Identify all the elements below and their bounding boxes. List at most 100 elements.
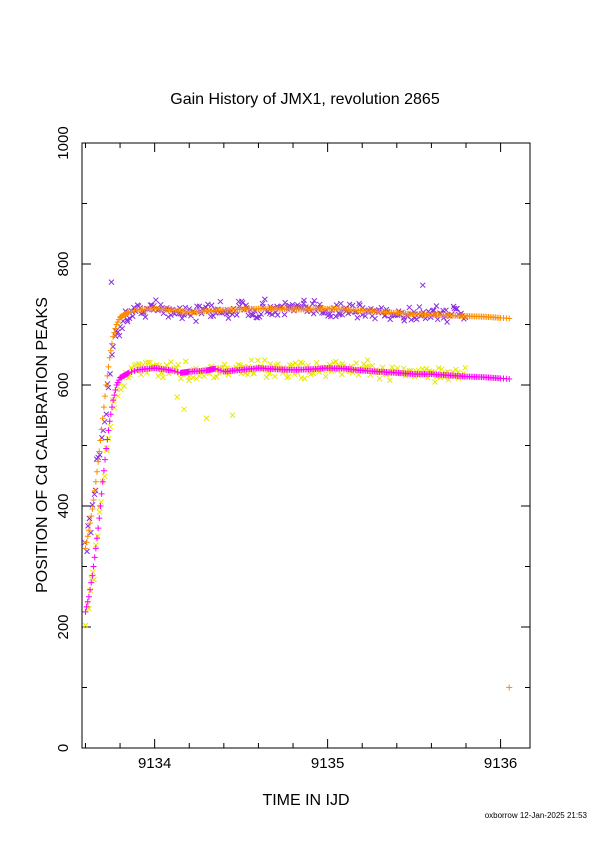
- series-2-point: [364, 357, 371, 363]
- series-3-point: [108, 340, 115, 347]
- series-1-point: [346, 301, 353, 308]
- series-3-point: [106, 354, 113, 361]
- x-tick-label: 9134: [138, 755, 171, 772]
- y-tick-label: 1000: [55, 126, 72, 159]
- series-1-point: [339, 311, 346, 318]
- series-4-point: [217, 367, 224, 374]
- data-marks: [81, 279, 513, 691]
- series-2-point: [248, 357, 255, 364]
- series-2-point: [339, 371, 345, 378]
- series-4-point: [92, 545, 99, 552]
- series-3-point: [102, 393, 109, 400]
- y-tick-label: 400: [55, 493, 72, 518]
- series-2-point: [267, 361, 274, 367]
- series-2-point: [439, 371, 446, 378]
- series-3-point: [93, 468, 100, 475]
- series-1-point: [126, 315, 133, 322]
- series-1-point: [269, 311, 275, 318]
- series-2-point: [301, 375, 308, 382]
- series-2-point: [144, 370, 150, 376]
- series-2-point: [156, 363, 163, 369]
- series-3-point: [506, 315, 513, 322]
- series-4-point: [103, 445, 110, 452]
- series-3-point: [89, 506, 96, 513]
- series-2-point: [251, 370, 257, 377]
- series-3-point-outlier: [506, 684, 513, 691]
- series-1-point: [401, 317, 408, 324]
- series-1-point: [217, 298, 224, 305]
- series-2-point: [121, 383, 128, 389]
- series-2-point: [266, 370, 273, 377]
- series-2-point: [275, 361, 281, 367]
- series-2-point: [322, 373, 329, 380]
- series-1-point: [176, 305, 183, 311]
- series-4-point: [105, 427, 112, 434]
- series-2-point: [178, 375, 184, 382]
- series-2-point: [289, 362, 296, 368]
- series-4-point: [97, 503, 104, 509]
- series-1-point: [443, 307, 449, 314]
- series-2-point: [272, 373, 278, 380]
- series-1-point: [413, 316, 420, 323]
- axis-ticks: [82, 142, 530, 749]
- y-tick-label: 800: [55, 251, 72, 276]
- series-1-point: [274, 312, 281, 318]
- series-3-point: [103, 382, 110, 388]
- series-1-point: [256, 314, 263, 320]
- series-4-point: [98, 490, 105, 497]
- series-3-point: [91, 487, 98, 494]
- series-4-point: [168, 367, 175, 374]
- series-3-point: [100, 404, 107, 411]
- series-2-point: [111, 404, 118, 411]
- plot-frame: [81, 142, 531, 749]
- series-1-point: [408, 316, 415, 323]
- series-2-point: [263, 374, 270, 381]
- series-1-point: [103, 411, 110, 418]
- series-1-point: [416, 304, 423, 310]
- series-2-point: [376, 375, 383, 382]
- series-4-point: [110, 397, 117, 404]
- series-4-point: [106, 418, 113, 425]
- series-3-point: [90, 496, 97, 503]
- series-3-point: [99, 415, 106, 422]
- series-4-point: [171, 368, 178, 375]
- series-1-point: [131, 304, 137, 311]
- y-tick-label: 200: [55, 614, 72, 639]
- x-tick-label: 9135: [311, 755, 344, 772]
- series-2-point: [94, 533, 101, 539]
- series-3-point: [107, 347, 114, 354]
- series-3-point: [92, 478, 99, 485]
- series-1-point: [179, 315, 185, 322]
- series-2-point: [160, 374, 166, 381]
- series-2-point: [215, 370, 222, 377]
- series-1-point: [362, 313, 369, 319]
- series-4-point: [93, 535, 100, 542]
- series-1-point: [239, 299, 246, 306]
- y-tick-label: 600: [55, 372, 72, 397]
- series-1-point: [208, 302, 215, 309]
- series-1-point-outlier: [108, 279, 115, 286]
- series-3-point: [128, 308, 135, 315]
- series-2-point-outlier: [229, 412, 236, 419]
- series-1-point: [444, 319, 450, 325]
- series-1-point: [96, 452, 103, 458]
- series-2-point: [142, 359, 149, 366]
- series-2-point: [82, 622, 89, 629]
- series-3-point: [105, 363, 112, 370]
- series-2-point: [423, 365, 430, 372]
- series-1-point: [194, 303, 200, 310]
- series-1-point: [104, 381, 111, 387]
- series-1-point: [406, 304, 413, 311]
- series-2-point: [101, 473, 108, 480]
- series-1-point: [434, 316, 441, 323]
- series-4-point: [96, 515, 103, 522]
- series-1-point: [124, 318, 131, 325]
- chart-title: Gain History of JMX1, revolution 2865: [170, 91, 440, 108]
- series-1-point: [282, 299, 288, 306]
- series-1-point: [311, 297, 318, 304]
- series-3-point: [104, 372, 111, 379]
- series-1-point: [354, 314, 361, 321]
- series-2-point: [190, 374, 196, 381]
- series-3-point: [95, 458, 102, 465]
